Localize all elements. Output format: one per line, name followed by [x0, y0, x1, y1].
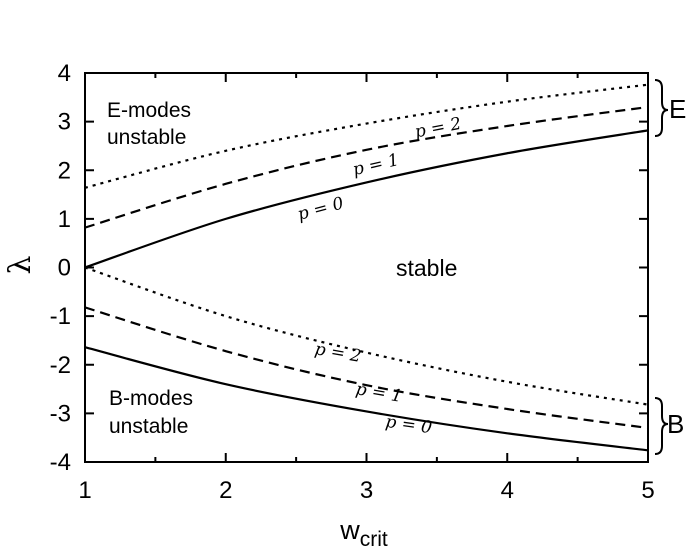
brackets: E B [654, 79, 686, 455]
e-bracket-label: E [669, 94, 686, 124]
y-tick-label: -1 [50, 303, 71, 330]
series-line-upper-p1 [84, 105, 649, 229]
y-tick-label: 0 [58, 255, 71, 282]
y-tick-label: 2 [58, 157, 71, 184]
y-tick-label: 1 [58, 206, 71, 233]
curves [84, 83, 649, 452]
curve-label-lower-p0: p = 0 [384, 412, 433, 438]
curve-label-lower-p2: p = 2 [313, 339, 363, 367]
series-line-upper-p2 [84, 83, 649, 189]
x-axis-title-sub: crit [360, 528, 388, 551]
x-tick-label: 4 [501, 477, 514, 504]
series-line-lower-p0 [84, 346, 649, 452]
x-tick-label: 5 [641, 477, 654, 504]
e-bracket [654, 79, 669, 137]
y-axis-title: λ [3, 255, 38, 274]
y-tick-label: -2 [50, 352, 71, 379]
ticks: 1 2 3 4 5 4 3 2 1 0 -1 -2 -3 -4 [50, 60, 655, 504]
y-tick-label: -4 [50, 449, 71, 476]
curve-label-lower-p1: p = 1 [354, 379, 404, 407]
b-bracket-label: B [667, 409, 684, 439]
x-tick-label: 1 [78, 477, 91, 504]
y-tick-label: 3 [58, 109, 71, 136]
series-line-lower-p2 [84, 266, 649, 406]
b-bracket [654, 397, 669, 455]
y-tick-label: 4 [58, 60, 71, 87]
region-labels: E-modes unstable stable B-modes unstable [107, 99, 457, 438]
axis-titles: λ wcrit [3, 255, 388, 551]
b-unstable-label-line2: unstable [109, 415, 188, 438]
x-axis-title-main: w [339, 515, 360, 545]
curve-label-upper-p2: p = 2 [413, 114, 463, 143]
e-unstable-label-line1: E-modes [107, 99, 191, 122]
series-line-lower-p1 [84, 306, 649, 430]
y-tick-label: -3 [50, 400, 71, 427]
stable-label: stable [396, 255, 457, 281]
b-unstable-label-line1: B-modes [109, 387, 193, 410]
plot-frame [84, 72, 649, 463]
x-tick-label: 2 [219, 477, 232, 504]
x-tick-label: 3 [360, 477, 373, 504]
series-line-upper-p0 [84, 129, 649, 269]
x-axis-title: wcrit [339, 515, 388, 551]
e-unstable-label-line2: unstable [107, 126, 186, 149]
